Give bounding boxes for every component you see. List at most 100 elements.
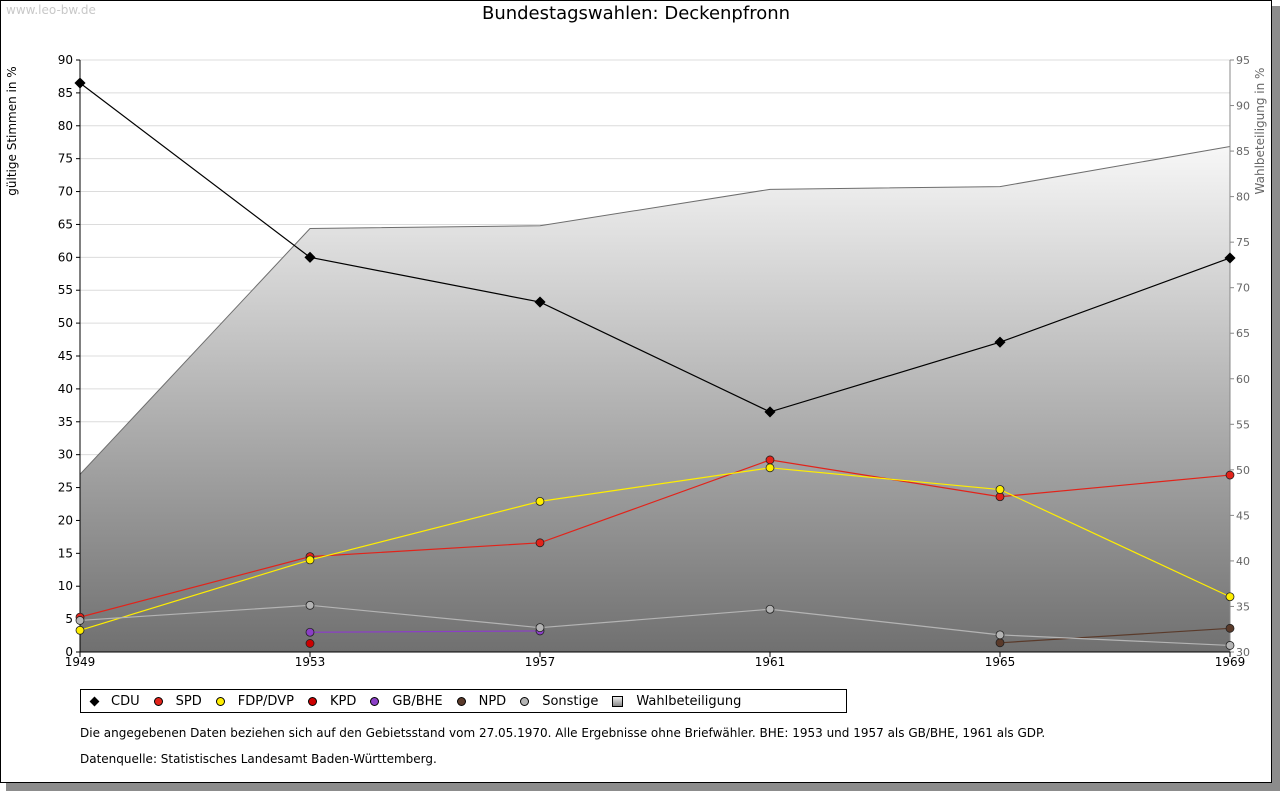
y-tick-label-50: 50 [58,316,73,330]
point-cdu-1957 [534,296,546,308]
y-tick-label-10: 10 [58,579,73,593]
point-cdu-1961 [764,406,776,418]
point-npd-1965 [995,638,1005,648]
y2-tick-label-30: 30 [1236,646,1250,659]
point-cdu-1953 [304,251,316,263]
chart-legend: CDU SPD FDP/DVP KPD GB/BHE NPD Sonstige … [80,689,847,713]
legend-item-spd: SPD [153,693,202,709]
point-gb-bhe-1953 [305,627,315,637]
y2-tick-label-55: 55 [1236,418,1250,431]
y2-tick-label-45: 45 [1236,509,1250,522]
legend-marker-npd [456,696,466,706]
point-spd-1961 [765,455,775,465]
y-tick-label-30: 30 [58,448,73,462]
legend-marker-sonstige [520,696,530,706]
legend-marker-spd [153,696,163,706]
area-wahlbeteiligung [80,146,1230,652]
series-line-fdp-dvp [79,467,1231,631]
point-spd-1969 [1225,470,1235,480]
y-tick-label-25: 25 [58,481,73,495]
legend-marker-cdu [89,696,100,706]
point-fdp-dvp-1969 [1225,592,1235,602]
point-cdu-1949 [74,77,86,89]
legend-marker-fdp [215,696,225,706]
point-sonstige-1961 [765,604,775,614]
point-sonstige-1969 [1225,641,1235,650]
y2-tick-label-75: 75 [1236,236,1250,249]
y-tick-label-5: 5 [65,612,73,626]
y-tick-label-75: 75 [58,152,73,166]
y-tick-label-90: 90 [58,53,73,67]
legend-label-fdp: FDP/DVP [237,693,294,709]
y2-tick-label-90: 90 [1236,100,1250,113]
point-fdp-dvp-1965 [995,485,1005,494]
point-fdp-dvp-1953 [305,555,315,565]
legend-marker-gbbhe [370,696,380,706]
y-tick-label-35: 35 [58,415,73,429]
legend-item-sonstige: Sonstige [520,694,598,709]
y2-tick-label-65: 65 [1236,327,1250,340]
y-tick-label-85: 85 [58,86,73,100]
legend-label-wahlbeteiligung: Wahlbeteiligung [636,693,742,709]
legend-item-fdp: FDP/DVP [215,693,294,709]
x-tick-label-1961: 1961 [755,655,786,669]
legend-item-gbbhe: GB/BHE [370,693,443,709]
legend-item-npd: NPD [456,693,507,709]
point-fdp-dvp-1957 [535,496,545,506]
legend-marker-kpd [307,696,317,706]
y-tick-label-60: 60 [58,250,73,264]
point-sonstige-1957 [535,623,545,633]
point-cdu-1969 [1224,252,1236,264]
point-kpd-1953 [305,639,315,648]
legend-label-sonstige: Sonstige [542,693,599,709]
y-tick-label-55: 55 [58,283,73,297]
legend-item-kpd: KPD [307,693,357,709]
x-tick-label-1969: 1969 [1215,655,1246,669]
data-note: Die angegebenen Daten beziehen sich auf … [80,726,1046,740]
legend-label-spd: SPD [175,693,202,709]
legend-label-cdu: CDU [111,693,140,709]
y-tick-label-20: 20 [58,513,73,527]
series-line-sonstige [79,604,1231,647]
point-fdp-dvp-1961 [765,463,775,473]
point-spd-1957 [535,538,545,548]
point-sonstige-1953 [305,600,315,610]
frame-shadow-bottom [6,783,1280,791]
series-line-npd [999,627,1231,644]
legend-label-kpd: KPD [329,693,357,709]
y2-tick-label-80: 80 [1236,191,1250,204]
frame-shadow-right [1272,6,1280,791]
series-line-spd [79,459,1231,618]
x-tick-label-1949: 1949 [65,655,96,669]
area-wahlbeteiligung-line [79,146,1231,475]
legend-label-gbbhe: GB/BHE [392,693,443,709]
point-sonstige-1949 [75,616,85,625]
watermark: www.leo-bw.de [6,3,96,17]
x-tick-label-1957: 1957 [525,655,556,669]
source-note: Datenquelle: Statistisches Landesamt Bad… [80,752,437,766]
point-sonstige-1965 [995,630,1005,640]
series-line-gb-bhe [309,630,541,633]
y-tick-label-80: 80 [58,119,73,133]
point-npd-1969 [1225,623,1235,633]
point-fdp-dvp-1949 [75,625,85,635]
legend-item-wahlbeteiligung: Wahlbeteiligung [612,694,741,709]
y2-tick-label-95: 95 [1236,54,1250,67]
legend-label-npd: NPD [478,693,507,709]
x-tick-label-1953: 1953 [295,655,326,669]
y2-tick-label-35: 35 [1236,600,1250,613]
y-axis-label: gültige Stimmen in % [5,66,19,195]
y-tick-label-65: 65 [58,217,73,231]
y-tick-label-0: 0 [65,645,73,659]
x-tick-label-1965: 1965 [985,655,1016,669]
y2-tick-label-85: 85 [1236,145,1250,158]
series-line-cdu [79,82,1231,413]
y2-tick-label-40: 40 [1236,555,1250,568]
point-cdu-1965 [994,336,1006,348]
y-tick-label-40: 40 [58,382,73,396]
y-tick-label-45: 45 [58,349,73,363]
legend-marker-wahlbeteiligung [612,695,624,707]
y-tick-label-15: 15 [58,546,73,560]
y2-axis-label: Wahlbeteiligung in % [1253,68,1267,195]
